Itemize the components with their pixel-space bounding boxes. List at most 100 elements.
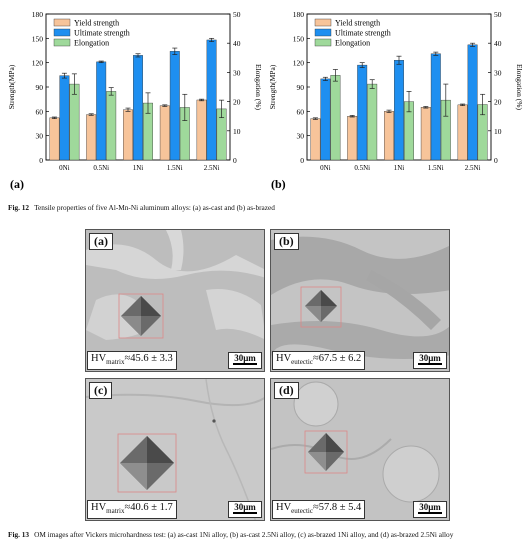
bar bbox=[69, 83, 80, 161]
micrograph-b: (b) HVeutectic≈67.5 ± 6.2 30μm bbox=[270, 229, 450, 372]
legend-swatch bbox=[314, 28, 332, 37]
y-tick-label: 90 bbox=[297, 83, 305, 92]
bar bbox=[330, 75, 341, 161]
hardness-value: HVmatrix≈40.6 ± 1.7 bbox=[87, 499, 177, 519]
y2-tick-label: 50 bbox=[494, 10, 502, 19]
scale-bar: 30μm bbox=[228, 352, 262, 369]
legend-swatch bbox=[53, 28, 71, 37]
x-tick-label: 0.5Ni bbox=[354, 164, 370, 172]
x-tick-label: 0Ni bbox=[59, 164, 70, 172]
x-tick-label: 1Ni bbox=[133, 164, 144, 172]
chart-svg: 0 30 60 90 120 150 180 0 10 20 30 40 50 Strength(MPa)… bbox=[7, 10, 263, 191]
legend-entry: Yield strength bbox=[74, 19, 119, 28]
y-tick-label: 60 bbox=[297, 107, 305, 116]
figure-13-text: OM images after Vickers microhardness te… bbox=[34, 530, 454, 539]
legend-entry: Ultimate strength bbox=[74, 29, 130, 38]
y2-tick-label: 0 bbox=[494, 156, 498, 165]
x-tick-label: 2.5Ni bbox=[204, 164, 220, 172]
bar bbox=[457, 104, 468, 161]
y-tick-label: 0 bbox=[300, 156, 304, 165]
x-tick-label: 1Ni bbox=[394, 164, 405, 172]
panel-label: (a) bbox=[89, 233, 113, 250]
y-tick-label: 150 bbox=[293, 34, 305, 43]
legend-swatch bbox=[314, 38, 332, 47]
legend-entry: Ultimate strength bbox=[335, 29, 391, 38]
bar bbox=[347, 115, 358, 161]
y-tick-label: 90 bbox=[36, 83, 44, 92]
y-tick-label: 0 bbox=[39, 156, 43, 165]
hardness-value: HVeutectic≈67.5 ± 6.2 bbox=[272, 350, 366, 370]
bar bbox=[420, 107, 431, 161]
bar bbox=[357, 64, 368, 161]
y2-tick-label: 10 bbox=[494, 127, 502, 136]
figure-12-number: Fig. 12 bbox=[8, 203, 30, 212]
y2-axis-label: Elongation (%) bbox=[515, 64, 524, 111]
bar bbox=[169, 51, 180, 161]
y-tick-label: 150 bbox=[32, 34, 44, 43]
bar bbox=[430, 53, 441, 161]
x-tick-label: 2.5Ni bbox=[465, 164, 481, 172]
y-tick-label: 120 bbox=[293, 59, 305, 68]
y2-tick-label: 40 bbox=[233, 39, 241, 48]
bar bbox=[384, 111, 394, 161]
bar bbox=[467, 44, 478, 161]
bar bbox=[59, 75, 70, 161]
y2-tick-label: 0 bbox=[233, 156, 237, 165]
bar bbox=[96, 61, 107, 161]
scale-bar: 30μm bbox=[228, 501, 262, 518]
y2-tick-label: 20 bbox=[494, 98, 502, 107]
y-tick-label: 30 bbox=[36, 132, 44, 141]
micrograph-c: (c) HVmatrix≈40.6 ± 1.7 30μm bbox=[85, 378, 265, 521]
scale-bar: 30μm bbox=[413, 501, 447, 518]
legend-entry: Elongation bbox=[74, 39, 109, 48]
panel-label: (a) bbox=[10, 177, 24, 191]
panel-label: (d) bbox=[274, 382, 299, 399]
bar bbox=[106, 91, 117, 161]
micrograph-image bbox=[271, 230, 449, 371]
x-tick-label: 0.5Ni bbox=[93, 164, 109, 172]
x-tick-label: 1.5Ni bbox=[428, 164, 444, 172]
scale-bar: 30μm bbox=[413, 352, 447, 369]
y-axis-label: Strength(MPa) bbox=[268, 64, 277, 109]
y2-tick-label: 30 bbox=[233, 68, 241, 77]
tensile-chart-as-brazed: 0 30 60 90 120 150 180 0 10 20 30 40 50 Strength(MPa)… bbox=[263, 2, 528, 194]
bar bbox=[133, 55, 143, 161]
bar bbox=[123, 109, 133, 161]
micrograph-a: (a) HVmatrix≈45.6 ± 3.3 30μm bbox=[85, 229, 265, 372]
y-tick-label: 180 bbox=[293, 10, 305, 19]
y2-tick-label: 10 bbox=[233, 127, 241, 136]
x-tick-label: 1.5Ni bbox=[167, 164, 183, 172]
legend-swatch bbox=[53, 18, 71, 27]
hardness-value: HVeutectic≈57.8 ± 5.4 bbox=[272, 499, 366, 519]
hardness-value: HVmatrix≈45.6 ± 3.3 bbox=[87, 350, 177, 370]
figure-13-number: Fig. 13 bbox=[8, 530, 30, 539]
bar bbox=[394, 60, 404, 161]
bar bbox=[310, 118, 321, 161]
bar bbox=[196, 99, 207, 161]
panel-label: (b) bbox=[271, 177, 286, 191]
bar bbox=[49, 117, 60, 161]
chart-svg: 0 30 60 90 120 150 180 0 10 20 30 40 50 Strength(MPa)… bbox=[268, 10, 524, 191]
bar bbox=[367, 83, 378, 161]
x-tick-label: 0Ni bbox=[320, 164, 331, 172]
bar bbox=[206, 39, 217, 161]
micrograph-d: (d) HVeutectic≈57.8 ± 5.4 30μm bbox=[270, 378, 450, 521]
y-tick-label: 120 bbox=[32, 59, 44, 68]
bar bbox=[320, 78, 331, 161]
micrograph-image bbox=[86, 230, 264, 371]
y-tick-label: 180 bbox=[32, 10, 44, 19]
y-tick-label: 30 bbox=[297, 132, 305, 141]
y-tick-label: 60 bbox=[36, 107, 44, 116]
panel-label: (b) bbox=[274, 233, 299, 250]
panel-label: (c) bbox=[89, 382, 113, 399]
figure-12-text: Tensile properties of five Al-Mn-Ni alum… bbox=[34, 203, 275, 212]
micrograph-image bbox=[86, 379, 264, 520]
tensile-chart-as-cast: 0 30 60 90 120 150 180 0 10 20 30 40 50 Strength(MPa)… bbox=[2, 2, 267, 194]
bar bbox=[159, 105, 170, 161]
bar bbox=[86, 114, 97, 161]
y2-axis-label: Elongation (%) bbox=[254, 64, 263, 111]
y2-tick-label: 50 bbox=[233, 10, 241, 19]
legend-swatch bbox=[53, 38, 71, 47]
figure-12-caption: Fig. 12 Tensile properties of five Al-Mn-… bbox=[8, 203, 523, 212]
figure-13-caption: Fig. 13 OM images after Vickers microhard… bbox=[8, 530, 523, 539]
